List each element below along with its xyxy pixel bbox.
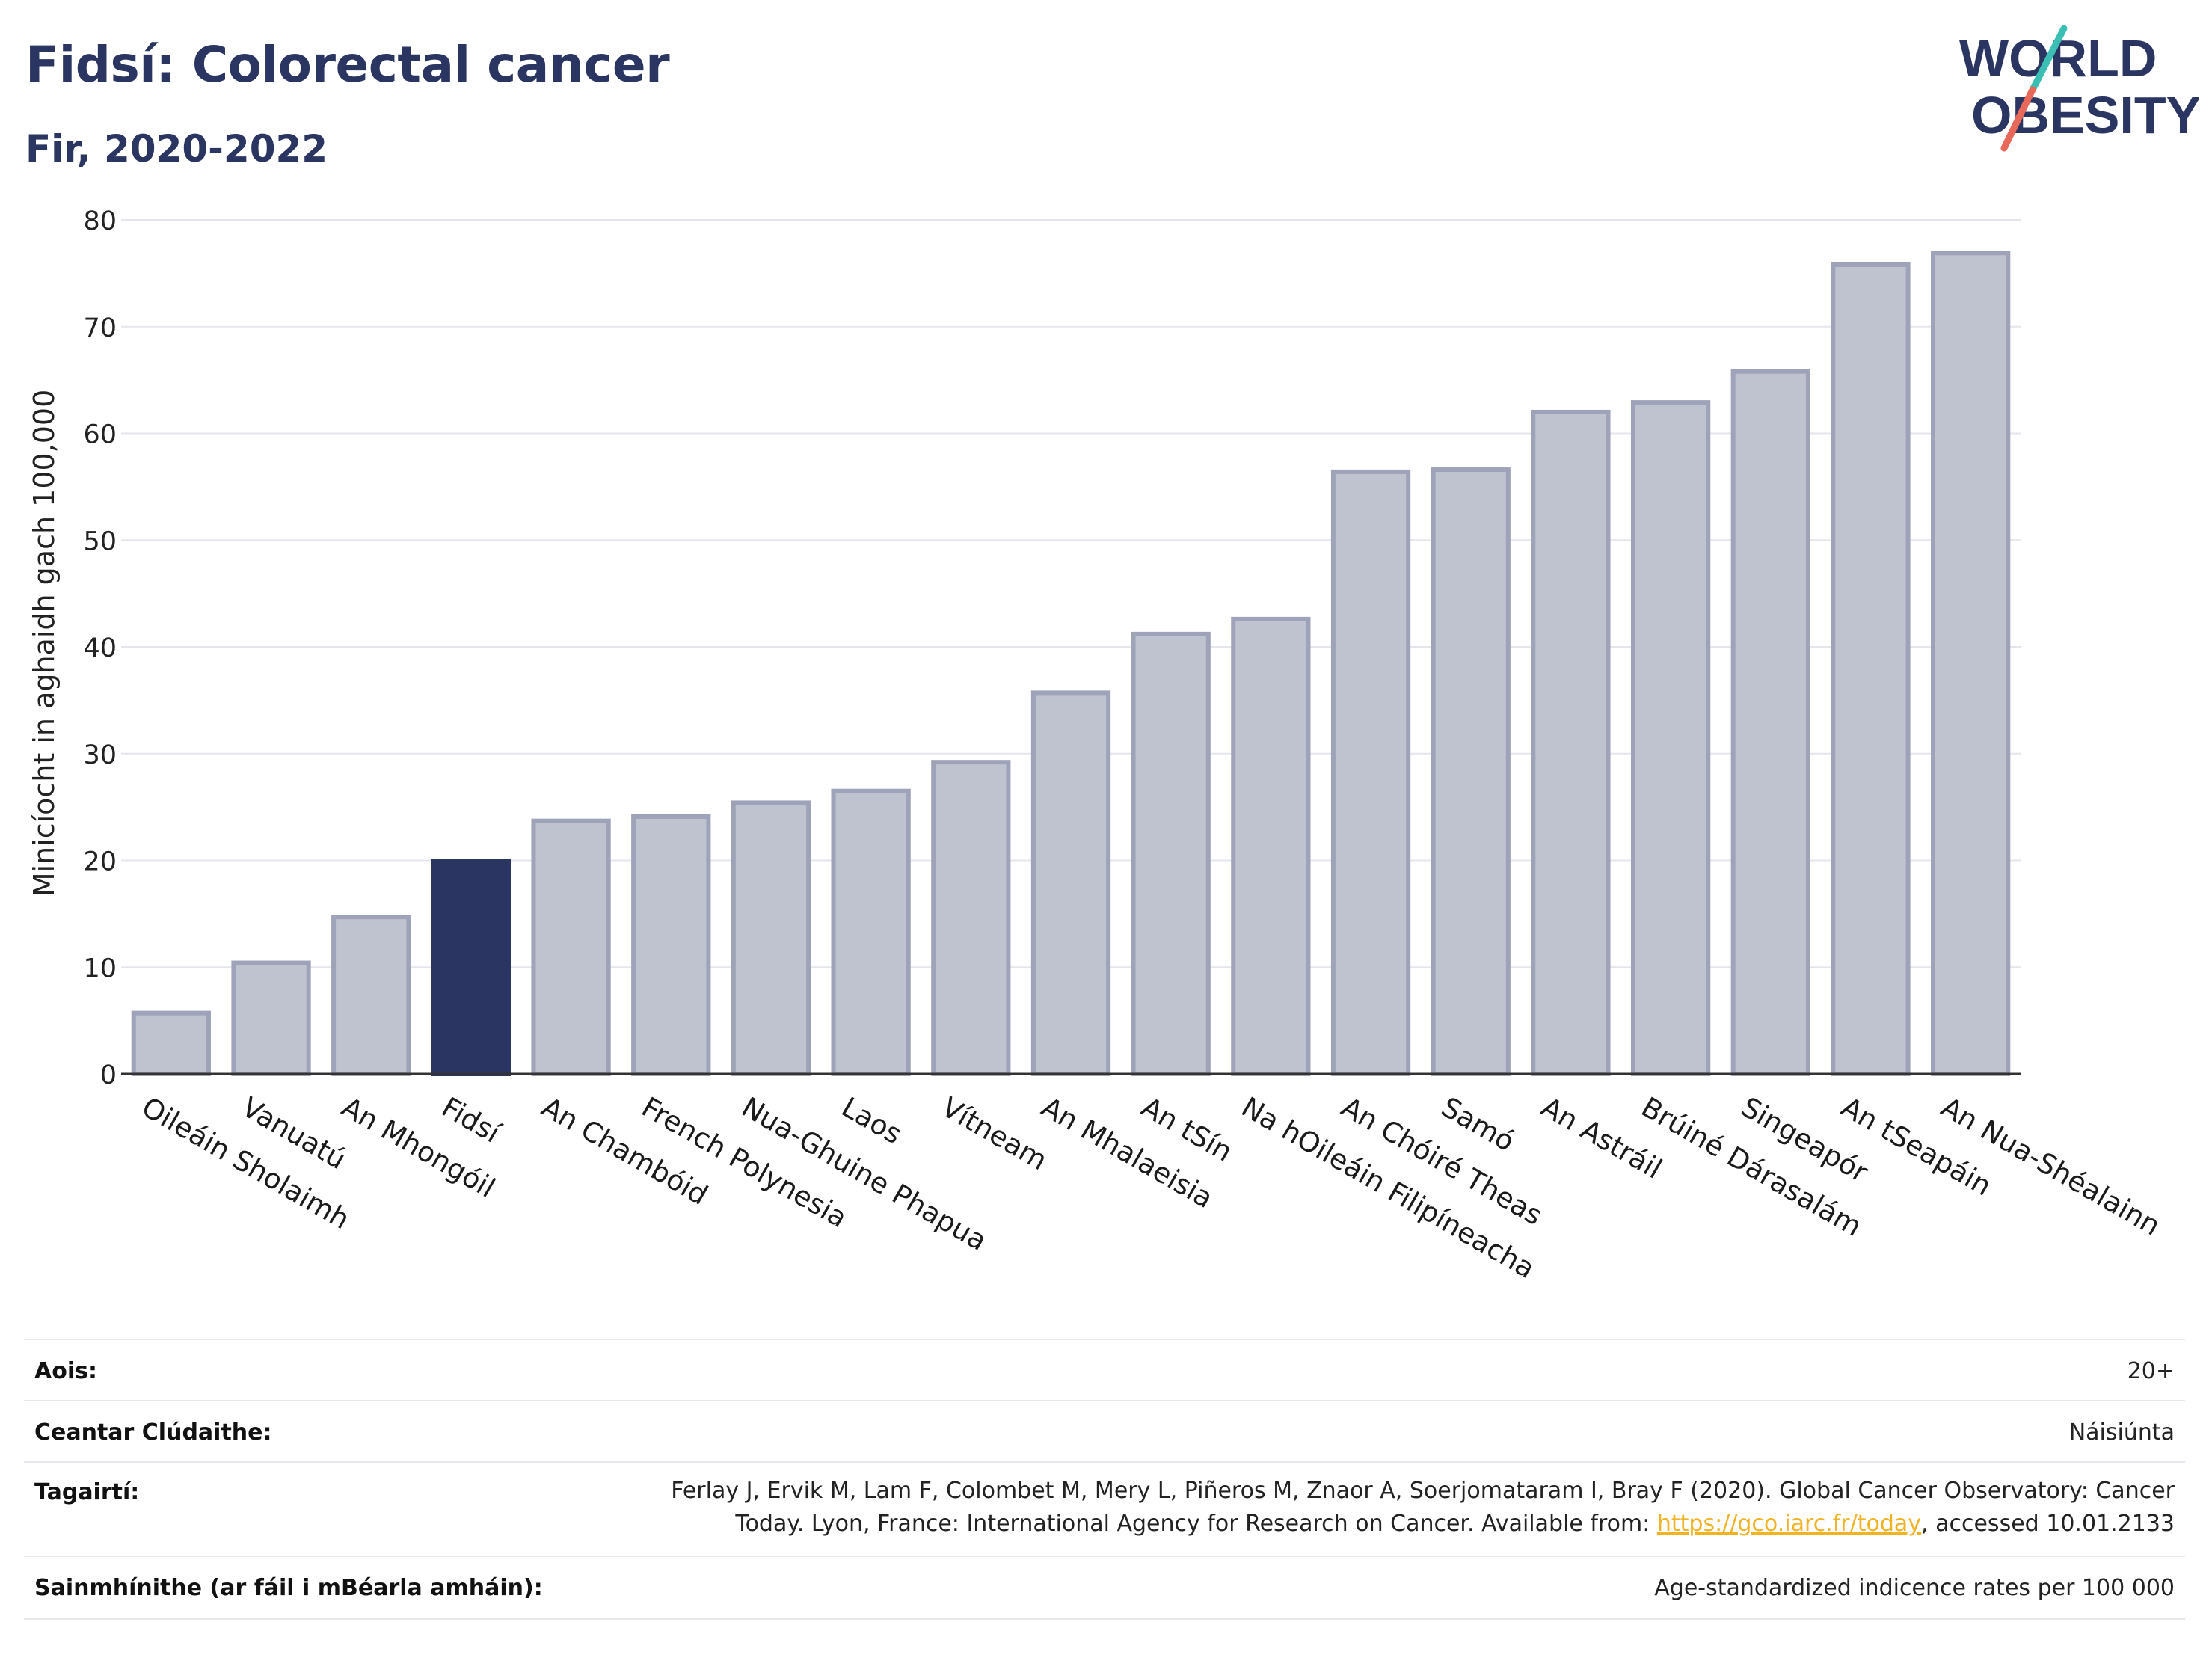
bar xyxy=(331,915,411,1076)
bar xyxy=(1730,369,1810,1076)
bar xyxy=(931,760,1011,1076)
page-title: Fidsí: Colorectal cancer xyxy=(25,36,670,93)
definitions-label: Sainmhínithe (ar fáil i mBéarla amháin): xyxy=(34,1575,543,1601)
age-value: 20+ xyxy=(2127,1358,2175,1384)
y-tick-label: 0 xyxy=(100,1060,117,1090)
bars xyxy=(121,251,2021,1077)
bar xyxy=(1231,616,1311,1076)
age-label: Aois: xyxy=(34,1358,97,1384)
x-tick-label: Fidsí xyxy=(436,1091,506,1150)
coverage-value: Náisiúnta xyxy=(2068,1419,2175,1446)
bar xyxy=(1431,467,1511,1076)
x-tick-label: An Chambóid xyxy=(536,1091,713,1212)
world-obesity-logo: WORLD OBESITY xyxy=(1959,25,2199,152)
references-label: Tagairtí: xyxy=(34,1479,140,1505)
y-axis-label: Minicíocht in aghaidh gach 100,000 xyxy=(28,390,61,897)
x-tick-label: Vítneam xyxy=(936,1091,1053,1177)
y-tick-label: 60 xyxy=(83,420,117,450)
x-tick-label: Laos xyxy=(836,1091,907,1151)
bar xyxy=(1630,400,1711,1076)
references-line1: Ferlay J, Ervik M, Lam F, Colombet M, Me… xyxy=(671,1478,2175,1504)
logo-stroke-teal xyxy=(2029,25,2068,93)
page-subtitle: Fir, 2020-2022 xyxy=(25,127,328,171)
references-value: Ferlay J, Ervik M, Lam F, Colombet M, Me… xyxy=(671,1475,2175,1541)
y-axis-ticks: 0 10 20 30 40 50 60 70 80 xyxy=(83,206,117,1090)
y-tick-label: 70 xyxy=(83,313,117,343)
bar xyxy=(731,800,811,1077)
bar xyxy=(131,1010,211,1076)
definitions-value: Age-standardized indicence rates per 100… xyxy=(1654,1575,2175,1601)
info-row-definitions: Sainmhínithe (ar fáil i mBéarla amháin):… xyxy=(24,1556,2185,1620)
y-tick-label: 10 xyxy=(83,954,117,983)
info-row-coverage: Ceantar Clúdaithe: Náisiúnta xyxy=(24,1400,2185,1463)
x-tick-label: An Mhalaeisia xyxy=(1036,1091,1219,1215)
coverage-label: Ceantar Clúdaithe: xyxy=(34,1419,272,1446)
bar xyxy=(831,788,911,1077)
bar xyxy=(231,960,311,1077)
bar xyxy=(531,818,611,1076)
bar xyxy=(1831,262,1911,1077)
y-tick-label: 30 xyxy=(83,740,117,770)
bar xyxy=(431,859,511,1076)
bar xyxy=(631,814,711,1077)
bar xyxy=(1131,631,1211,1076)
references-line2-post: , accessed 10.01.2133 xyxy=(1921,1511,2175,1537)
y-tick-label: 80 xyxy=(83,206,117,236)
references-line2: Today. Lyon, France: International Agenc… xyxy=(671,1508,2175,1541)
bar-chart: 0 10 20 30 40 50 60 70 80 Oileáin SholaimhVanuat… xyxy=(28,206,2166,1286)
bar xyxy=(1931,251,2011,1077)
y-tick-label: 50 xyxy=(83,526,117,556)
info-row-age: Aois: 20+ xyxy=(24,1339,2185,1401)
info-row-references: Tagairtí: Ferlay J, Ervik M, Lam F, Colo… xyxy=(24,1461,2185,1557)
y-tick-label: 40 xyxy=(83,633,117,663)
y-tick-label: 20 xyxy=(83,847,117,877)
logo-stroke-red xyxy=(2000,86,2036,152)
references-line2-pre: Today. Lyon, France: International Agenc… xyxy=(735,1511,1657,1537)
references-link[interactable]: https://gco.iarc.fr/today xyxy=(1656,1511,1922,1537)
bar xyxy=(1531,409,1611,1076)
bar xyxy=(1330,469,1411,1076)
bar xyxy=(1030,690,1111,1076)
